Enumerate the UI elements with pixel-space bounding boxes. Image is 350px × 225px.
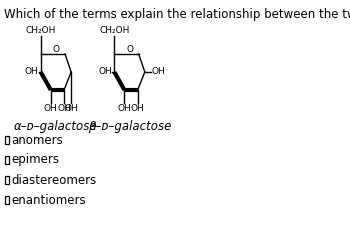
- Text: OH: OH: [152, 68, 165, 76]
- Bar: [5, 176, 9, 184]
- Text: β–ᴅ–galactose: β–ᴅ–galactose: [88, 120, 171, 133]
- Text: OH: OH: [57, 104, 71, 113]
- Text: O: O: [126, 45, 133, 54]
- Text: O: O: [52, 45, 60, 54]
- Bar: [5, 136, 9, 144]
- Text: OH: OH: [131, 104, 145, 113]
- Text: diastereomers: diastereomers: [12, 173, 97, 187]
- Text: epimers: epimers: [12, 153, 60, 166]
- Text: OH: OH: [64, 104, 78, 113]
- Text: OH: OH: [98, 68, 112, 76]
- Text: CH₂OH: CH₂OH: [99, 26, 130, 35]
- Bar: [5, 196, 9, 204]
- Text: OH: OH: [25, 68, 38, 76]
- Text: enantiomers: enantiomers: [12, 194, 86, 207]
- Bar: [5, 156, 9, 164]
- Text: OH: OH: [44, 104, 58, 113]
- Text: CH₂OH: CH₂OH: [26, 26, 56, 35]
- Text: OH: OH: [118, 104, 131, 113]
- Text: Which of the terms explain the relationship between the two compounds?: Which of the terms explain the relations…: [4, 8, 350, 21]
- Text: anomers: anomers: [12, 133, 63, 146]
- Text: α–ᴅ–galactose: α–ᴅ–galactose: [14, 120, 98, 133]
